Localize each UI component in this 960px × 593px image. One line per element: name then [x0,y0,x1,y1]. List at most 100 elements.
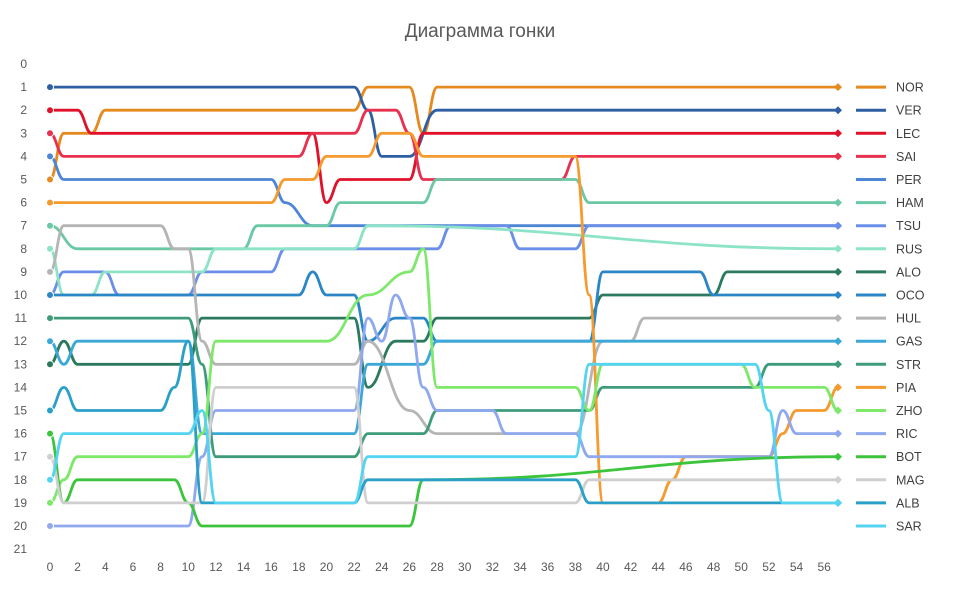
series-line-str [48,316,840,459]
series-start-point-str [46,314,54,323]
y-tick-label: 8 [20,242,27,256]
x-tick-label: 54 [790,560,804,574]
series-end-point-nor [834,83,842,92]
x-tick-label: 4 [102,560,109,574]
x-tick-label: 24 [375,560,389,574]
y-tick-label: 13 [14,357,28,371]
legend-label-pia: PIA [896,381,917,395]
series-start-point-alo [46,360,54,369]
legend-label-sai: SAI [896,150,916,164]
legend-label-mag: MAG [896,473,924,487]
series-start-point-rus [46,244,54,253]
x-tick-label: 46 [679,560,693,574]
series-line-ver [48,85,840,158]
y-tick-label: 9 [20,265,27,279]
legend-label-hul: HUL [896,312,921,326]
legend-label-ric: RIC [896,427,918,441]
x-tick-label: 56 [817,560,831,574]
series-end-point-ham [834,198,842,207]
y-tick-label: 15 [14,404,28,418]
series-line-oco [48,270,840,343]
series-end-point-alo [834,267,842,276]
legend-label-lec: LEC [896,127,920,141]
x-tick-label: 28 [430,560,444,574]
legend: NOR VER LEC SAI PER HAM TSU RUS ALO OCO HUL GAS STR P… [856,81,925,534]
legend-label-ham: HAM [896,196,924,210]
y-tick-label: 19 [14,496,28,510]
legend-label-gas: GAS [896,335,922,349]
y-tick-label: 20 [14,519,28,533]
y-tick-label: 10 [14,288,28,302]
x-tick-label: 30 [458,560,472,574]
x-tick-label: 8 [157,560,164,574]
series-end-point-tsu [834,221,842,230]
y-tick-label: 1 [20,80,27,94]
x-tick-label: 6 [130,560,137,574]
y-tick-label: 18 [14,473,28,487]
y-tick-label: 2 [20,103,27,117]
x-tick-label: 38 [569,560,583,574]
series-line-hul [48,224,840,435]
series-lines [46,83,842,530]
series-start-point-lec [46,106,54,115]
series-line-bot [48,432,840,528]
x-tick-label: 26 [403,560,417,574]
series-start-point-per [46,152,54,161]
x-tick-label: 2 [74,560,81,574]
series-start-point-ric [46,522,54,530]
series-start-point-alb [46,406,54,415]
x-tick-label: 20 [320,560,334,574]
legend-label-oco: OCO [896,289,925,303]
series-line-sar [48,362,840,505]
legend-label-bot: BOT [896,450,922,464]
y-tick-label: 0 [20,57,27,71]
x-tick-label: 44 [652,560,666,574]
series-end-point-ver [834,106,842,115]
series-end-point-pia [834,383,842,392]
x-tick-label: 42 [624,560,638,574]
y-tick-label: 16 [14,427,28,441]
legend-label-alo: ALO [896,265,921,279]
series-start-point-hul [46,267,54,276]
x-tick-label: 34 [513,560,527,574]
y-tick-label: 12 [14,334,28,348]
y-tick-label: 17 [14,450,28,464]
legend-label-zho: ZHO [896,404,923,418]
series-start-point-oco [46,291,54,299]
series-start-point-ham [46,221,54,230]
series-end-point-rus [834,244,842,253]
series-line-lec [48,108,840,204]
legend-label-str: STR [896,358,921,372]
y-tick-label: 4 [20,149,27,163]
legend-label-tsu: TSU [896,219,921,233]
y-tick-label: 14 [14,380,28,394]
series-line-gas [48,339,840,436]
y-tick-label: 3 [20,126,27,140]
series-start-point-zho [46,498,54,507]
y-tick-label: 5 [20,173,27,187]
series-start-point-ver [46,83,54,92]
x-axis: 0 2 4 6 8 10 12 14 16 18 20 22 24 26 28 30 32 34 36 38 40 42 4… [47,560,832,574]
y-tick-label: 21 [14,542,28,556]
x-tick-label: 12 [209,560,223,574]
x-tick-label: 0 [47,560,54,574]
series-start-point-gas [46,337,54,346]
legend-label-per: PER [896,173,922,187]
series-line-mag [48,385,840,505]
series-end-point-str [834,360,842,369]
series-end-point-bot [834,452,842,461]
series-start-point-nor [46,175,54,184]
y-tick-label: 7 [20,219,27,233]
series-start-point-sar [46,475,54,484]
x-tick-label: 22 [347,560,361,574]
y-tick-label: 6 [20,196,27,210]
x-tick-label: 40 [596,560,610,574]
x-tick-label: 48 [707,560,721,574]
x-tick-label: 52 [762,560,776,574]
series-end-point-gas [834,337,842,346]
chart-title: Диаграмма гонки [405,21,556,42]
legend-label-nor: NOR [896,81,924,95]
series-end-point-ric [834,429,842,438]
